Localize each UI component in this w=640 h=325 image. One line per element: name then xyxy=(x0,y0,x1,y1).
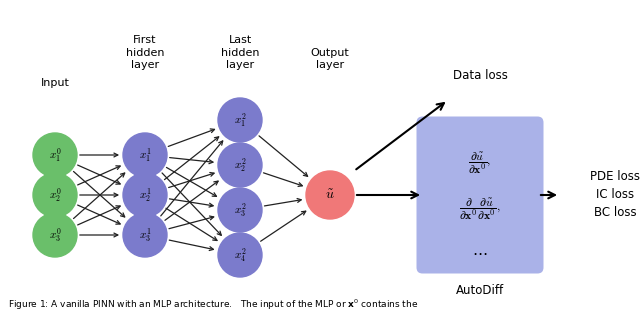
Text: $\ldots$: $\ldots$ xyxy=(472,242,488,258)
Circle shape xyxy=(33,173,77,217)
Text: Input: Input xyxy=(40,78,69,88)
Circle shape xyxy=(123,213,167,257)
Circle shape xyxy=(218,188,262,232)
Text: $x_3^0$: $x_3^0$ xyxy=(49,226,61,244)
Text: $x_1^2$: $x_1^2$ xyxy=(234,111,246,129)
Circle shape xyxy=(218,143,262,187)
Circle shape xyxy=(123,173,167,217)
Circle shape xyxy=(306,171,354,219)
Text: $x_2^1$: $x_2^1$ xyxy=(139,186,151,204)
Text: $\dfrac{\partial \tilde{u}}{\partial \mathbf{x}^0},$: $\dfrac{\partial \tilde{u}}{\partial \ma… xyxy=(468,150,492,176)
Text: $x_1^1$: $x_1^1$ xyxy=(139,146,151,164)
Circle shape xyxy=(218,233,262,277)
Circle shape xyxy=(33,133,77,177)
Text: $\dfrac{\partial}{\partial \mathbf{x}^0}\dfrac{\partial \tilde{u}}{\partial \mat: $\dfrac{\partial}{\partial \mathbf{x}^0}… xyxy=(459,197,501,222)
Text: $x_4^2$: $x_4^2$ xyxy=(234,246,246,264)
Text: AutoDiff: AutoDiff xyxy=(456,284,504,297)
Text: $\tilde{u}$: $\tilde{u}$ xyxy=(325,188,335,202)
Text: $x_2^2$: $x_2^2$ xyxy=(234,156,246,174)
Text: Output
layer: Output layer xyxy=(310,47,349,70)
Text: $x_1^0$: $x_1^0$ xyxy=(49,146,61,164)
Text: $x_2^0$: $x_2^0$ xyxy=(49,186,61,204)
FancyBboxPatch shape xyxy=(417,116,543,274)
Text: Last
hidden
layer: Last hidden layer xyxy=(221,35,259,70)
Circle shape xyxy=(123,133,167,177)
Circle shape xyxy=(33,213,77,257)
Circle shape xyxy=(218,98,262,142)
Text: $x_3^1$: $x_3^1$ xyxy=(139,226,151,244)
Text: First
hidden
layer: First hidden layer xyxy=(125,35,164,70)
Text: $x_3^2$: $x_3^2$ xyxy=(234,201,246,219)
Text: Figure 1: A vanilla PINN with an MLP architecture.   The input of the MLP or $\m: Figure 1: A vanilla PINN with an MLP arc… xyxy=(8,298,419,312)
Text: Data loss: Data loss xyxy=(452,69,508,82)
Text: PDE loss
IC loss
BC loss: PDE loss IC loss BC loss xyxy=(590,171,640,219)
